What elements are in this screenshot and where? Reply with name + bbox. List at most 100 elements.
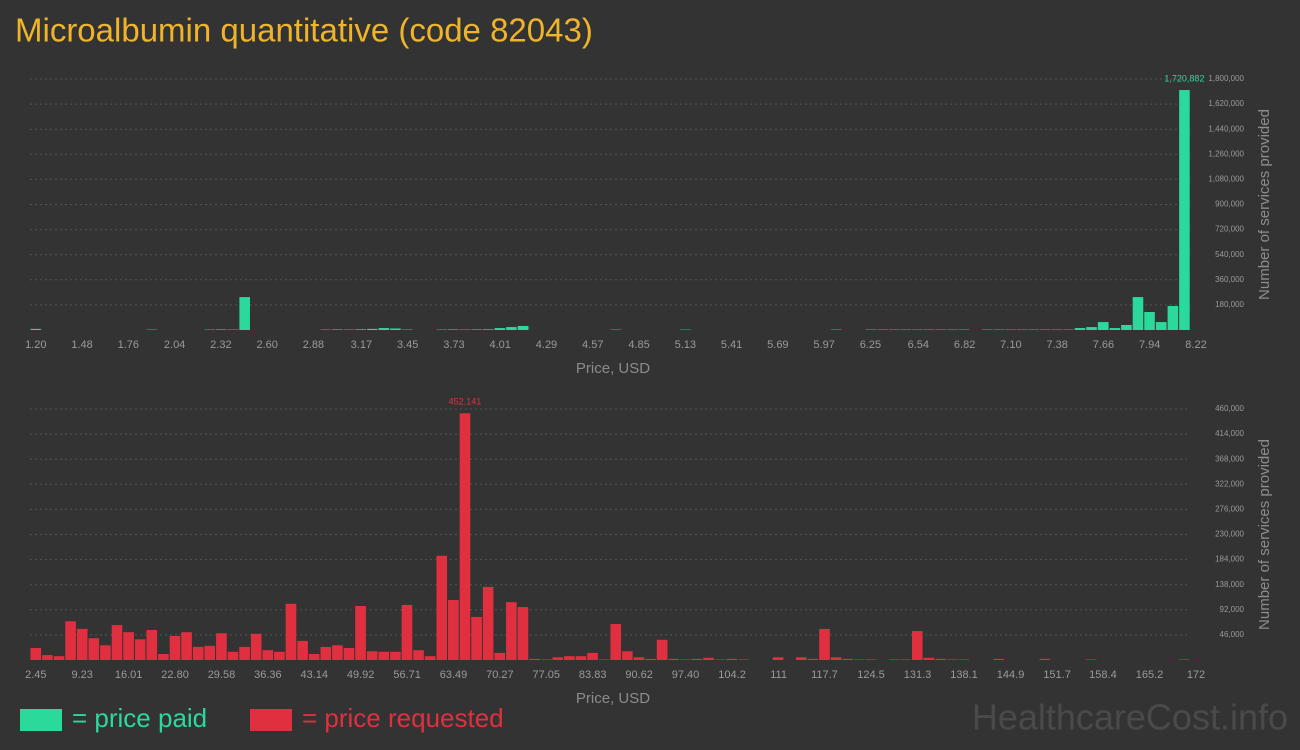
bar	[1121, 324, 1132, 330]
x-tick-label: 56.71	[393, 669, 421, 681]
bar	[239, 297, 250, 330]
bar	[738, 659, 749, 660]
y-tick-label: 184,000	[1215, 555, 1244, 564]
y-tick-label: 138,000	[1215, 580, 1244, 589]
bar	[216, 633, 227, 660]
bar	[483, 329, 494, 330]
bar	[865, 659, 877, 660]
bar	[529, 658, 540, 660]
bar	[1132, 297, 1144, 330]
bar	[842, 658, 854, 660]
x-tick-label: 165.2	[1136, 669, 1164, 681]
bar	[517, 325, 529, 330]
bar	[900, 659, 911, 660]
bar	[482, 586, 494, 660]
bar	[935, 658, 946, 660]
bar	[598, 659, 610, 660]
bar	[506, 327, 517, 330]
bar	[216, 329, 227, 330]
bar	[668, 658, 680, 660]
x-tick-label: 90.62	[625, 669, 653, 681]
bar	[564, 656, 575, 660]
x-tick-label: 6.25	[860, 339, 881, 351]
x-tick-label: 7.94	[1139, 339, 1160, 351]
bar	[494, 652, 506, 660]
bar	[378, 651, 390, 660]
legend-swatch	[250, 709, 292, 731]
bar	[53, 656, 65, 660]
x-tick-label: 6.82	[954, 339, 975, 351]
y-tick-label: 1,440,000	[1208, 124, 1244, 133]
y-tick-label: 720,000	[1215, 225, 1244, 234]
x-tick-label: 131.3	[904, 669, 932, 681]
x-tick-label: 2.32	[210, 339, 231, 351]
bar	[100, 645, 111, 660]
bar	[146, 629, 158, 660]
x-tick-label: 83.83	[579, 669, 607, 681]
bar	[390, 651, 401, 660]
x-tick-label: 117.7	[811, 669, 838, 681]
y-axis-title: Number of services provided	[1256, 439, 1273, 630]
value-label: 452,141	[449, 397, 482, 407]
bar	[42, 655, 53, 660]
y-tick-label: 900,000	[1215, 200, 1244, 209]
bar	[1085, 659, 1097, 660]
bar	[471, 616, 482, 660]
x-tick-label: 8.22	[1185, 339, 1206, 351]
x-tick-label: 77.05	[533, 669, 561, 681]
bar	[1155, 322, 1167, 330]
y-tick-label: 460,000	[1215, 404, 1244, 413]
bar	[772, 657, 784, 660]
legend-label: = price paid	[72, 703, 207, 733]
bar	[390, 328, 401, 330]
bar	[30, 328, 42, 330]
bar	[795, 657, 807, 660]
bar	[1179, 90, 1190, 330]
x-tick-label: 29.58	[208, 669, 236, 681]
x-tick-label: 2.60	[256, 339, 277, 351]
y-tick-label: 540,000	[1215, 250, 1244, 259]
bar	[1086, 327, 1097, 330]
bar	[227, 651, 239, 660]
x-tick-label: 2.88	[303, 339, 324, 351]
bar	[575, 656, 587, 660]
y-tick-label: 180,000	[1215, 300, 1244, 309]
x-tick-label: 7.38	[1046, 339, 1067, 351]
bar	[807, 658, 819, 660]
x-tick-label: 36.36	[254, 669, 282, 681]
bar	[366, 328, 378, 330]
bar	[355, 329, 366, 330]
bar	[819, 628, 830, 660]
bar	[274, 651, 285, 660]
bar	[471, 329, 483, 330]
x-tick-label: 2.04	[164, 339, 185, 351]
x-tick-label: 5.69	[767, 339, 788, 351]
x-axis-title: Price, USD	[576, 690, 650, 707]
bar	[378, 328, 390, 330]
x-tick-label: 22.80	[161, 669, 189, 681]
y-tick-label: 414,000	[1215, 429, 1244, 438]
x-tick-label: 63.49	[440, 669, 468, 681]
bar	[1167, 306, 1179, 330]
x-tick-label: 3.73	[443, 339, 464, 351]
bar	[645, 658, 656, 660]
bar	[1074, 328, 1086, 330]
y-tick-label: 360,000	[1215, 275, 1244, 284]
bar	[1109, 328, 1121, 330]
bar	[65, 621, 76, 660]
x-tick-label: 1.20	[25, 339, 46, 351]
bar	[1144, 312, 1155, 330]
bar	[448, 599, 459, 660]
y-tick-label: 276,000	[1215, 505, 1244, 514]
legend-label: = price requested	[302, 703, 504, 733]
bar	[459, 413, 471, 660]
bar	[332, 645, 343, 660]
watermark: HealthcareCost.info	[972, 697, 1288, 738]
bar	[726, 658, 738, 660]
bar	[30, 647, 42, 660]
bar	[1039, 658, 1051, 660]
x-tick-label: 3.17	[351, 339, 372, 351]
bar	[123, 632, 134, 660]
x-tick-label: 9.23	[71, 669, 92, 681]
